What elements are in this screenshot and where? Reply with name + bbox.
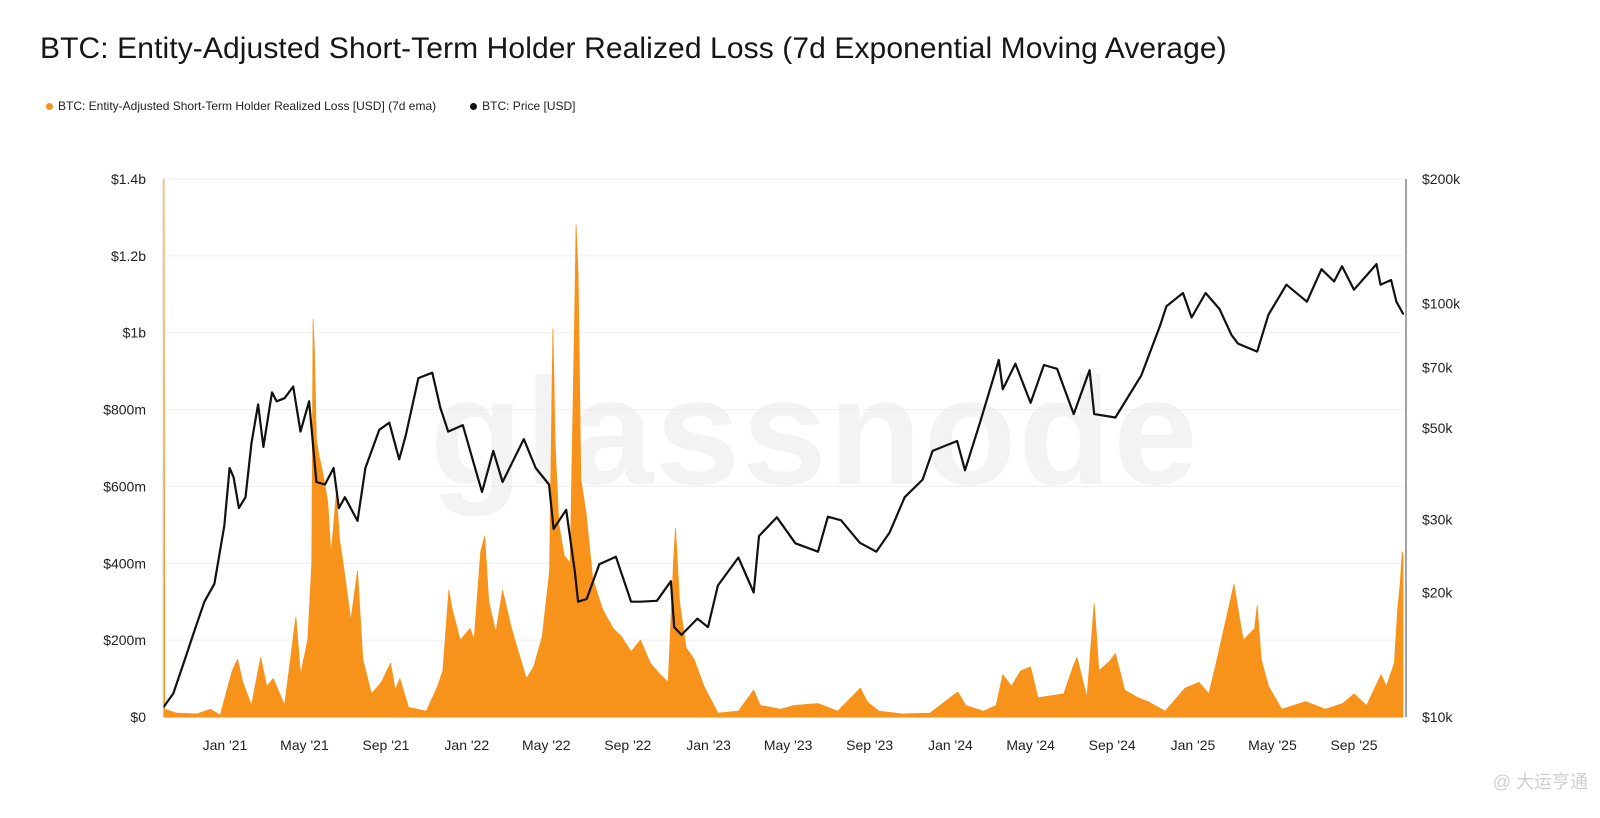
series-btc-price-line [162, 263, 1405, 708]
x-tick-label: Sep '23 [846, 737, 893, 753]
corner-watermark: @ 大运亨通 [1492, 772, 1588, 792]
y-left-tick-label: $400m [103, 555, 146, 571]
x-tick-label: May '23 [764, 737, 813, 753]
legend: BTC: Entity-Adjusted Short-Term Holder R… [46, 99, 576, 113]
x-tick-label: May '22 [522, 737, 571, 753]
legend-swatch-price [470, 102, 478, 110]
y-left-tick-label: $800m [103, 402, 146, 418]
y-right-tick-label: $70k [1422, 360, 1453, 376]
y-left-tick-label: $0 [130, 709, 146, 725]
x-tick-label: Jan '22 [444, 737, 489, 753]
y-right-tick-label: $50k [1422, 420, 1453, 436]
legend-label-price: BTC: Price [USD] [482, 99, 576, 113]
y-right-tick-label: $200k [1422, 171, 1461, 187]
x-tick-label: Jan '21 [203, 737, 248, 753]
x-tick-label: Sep '21 [362, 737, 409, 753]
legend-item-price[interactable]: BTC: Price [USD] [470, 99, 576, 113]
series-realized-loss-area [163, 178, 1404, 718]
legend-swatch-loss [46, 102, 53, 110]
legend-item-loss[interactable]: BTC: Entity-Adjusted Short-Term Holder R… [46, 99, 436, 113]
x-tick-label: May '21 [280, 737, 329, 753]
y-right-tick-label: $20k [1422, 585, 1453, 601]
y-right-tick-label: $30k [1422, 512, 1453, 528]
y-left-tick-label: $1.4b [111, 171, 146, 187]
x-tick-label: Sep '24 [1089, 737, 1136, 753]
legend-label-loss: BTC: Entity-Adjusted Short-Term Holder R… [58, 99, 437, 113]
y-left-tick-label: $1.2b [111, 248, 146, 264]
chart-title: BTC: Entity-Adjusted Short-Term Holder R… [40, 32, 1227, 65]
x-tick-label: Jan '25 [1171, 737, 1216, 753]
x-tick-label: May '25 [1248, 737, 1297, 753]
y-left-tick-label: $200m [103, 632, 146, 648]
y-left-tick-label: $1b [123, 325, 147, 341]
x-tick-label: Jan '23 [686, 737, 731, 753]
x-tick-label: Sep '25 [1330, 737, 1377, 753]
y-left-tick-label: $600m [103, 478, 146, 494]
x-tick-label: May '24 [1006, 737, 1055, 753]
y-right-tick-label: $10k [1422, 709, 1453, 725]
y-right-tick-label: $100k [1422, 295, 1461, 311]
x-tick-label: Sep '22 [604, 737, 651, 753]
x-tick-label: Jan '24 [928, 737, 973, 753]
